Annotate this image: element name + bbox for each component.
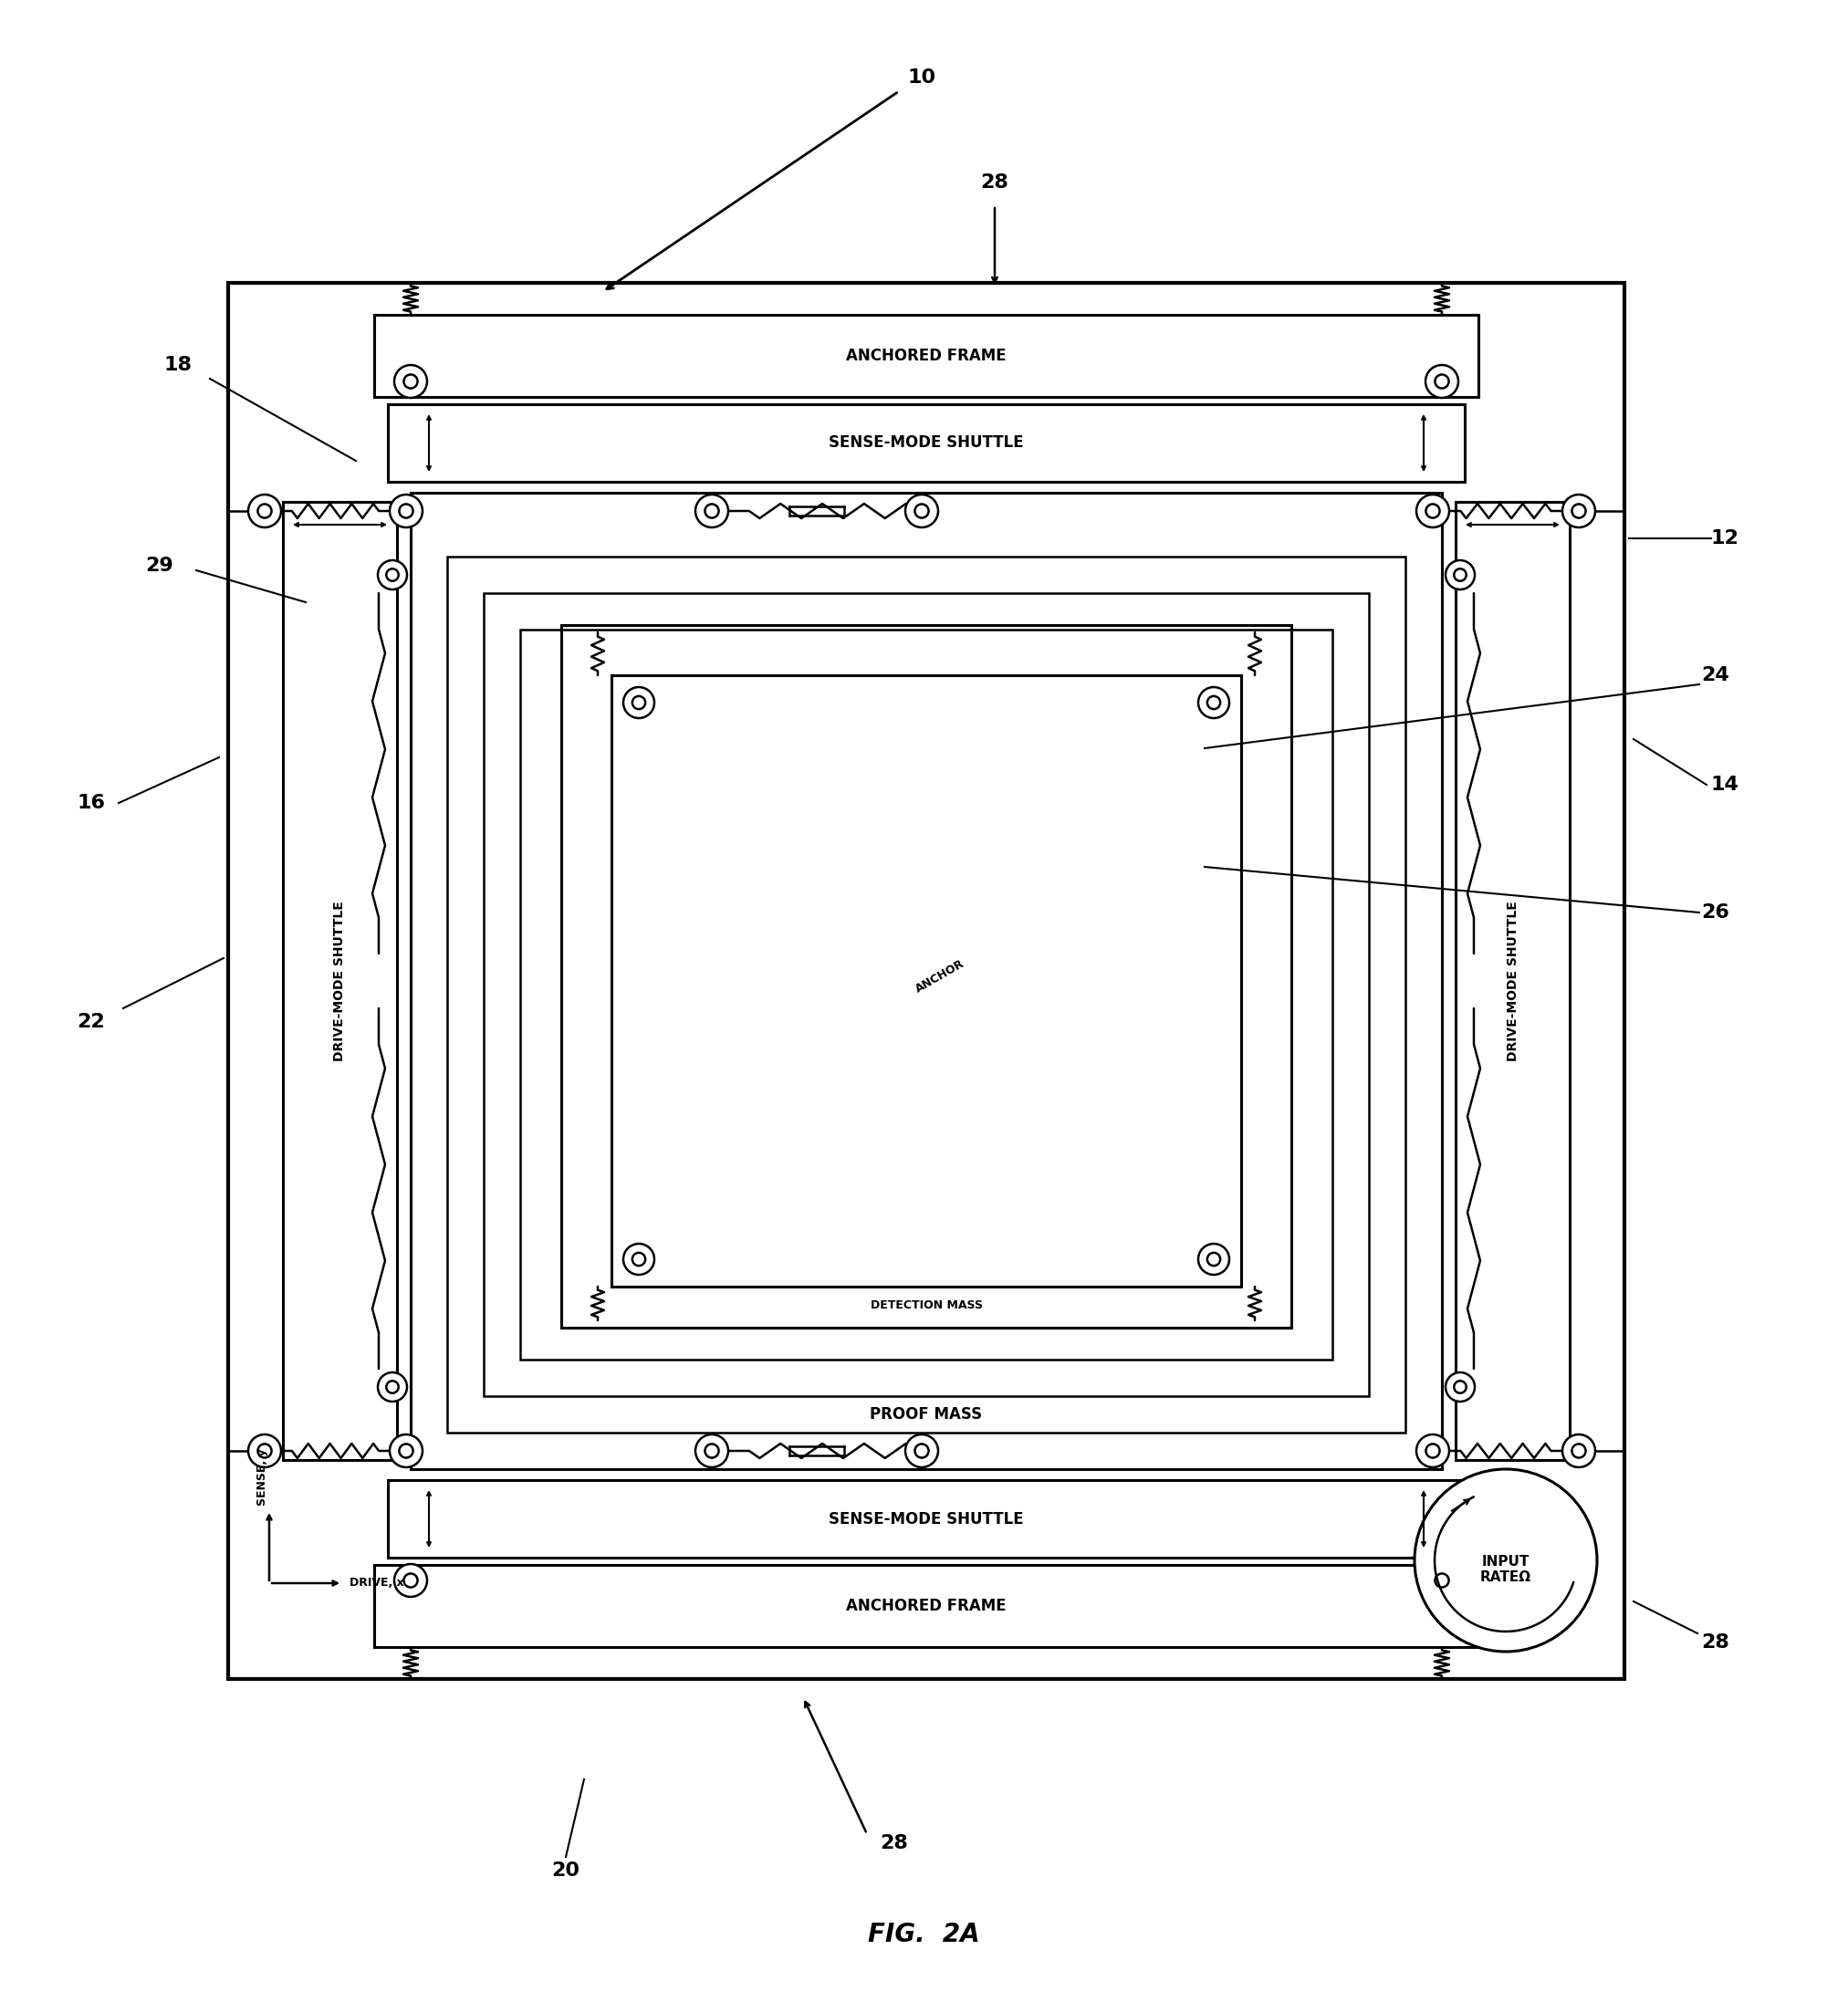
Circle shape xyxy=(623,687,654,719)
Circle shape xyxy=(1425,1564,1458,1598)
Text: DETECTION MASS: DETECTION MASS xyxy=(870,1299,983,1311)
Text: SENSE, y: SENSE, y xyxy=(257,1449,268,1506)
Bar xyxy=(612,675,1242,1287)
Circle shape xyxy=(1416,494,1449,527)
Circle shape xyxy=(695,494,728,527)
Circle shape xyxy=(1454,569,1465,581)
Circle shape xyxy=(1207,697,1220,709)
Text: ANCHORED FRAME: ANCHORED FRAME xyxy=(846,348,1007,364)
Circle shape xyxy=(377,1373,407,1401)
Circle shape xyxy=(1445,561,1475,589)
Text: 24: 24 xyxy=(1702,667,1730,685)
Circle shape xyxy=(1562,1433,1595,1467)
Bar xyxy=(283,503,397,1459)
Circle shape xyxy=(1562,494,1595,527)
Bar xyxy=(373,1566,1478,1648)
Text: 20: 20 xyxy=(553,1862,580,1880)
Circle shape xyxy=(257,1443,272,1457)
Bar xyxy=(227,282,1624,1680)
Circle shape xyxy=(915,505,928,519)
Circle shape xyxy=(394,364,427,398)
Text: DRIVE, x: DRIVE, x xyxy=(349,1578,405,1590)
Text: DRIVE-MODE SHUTTLE: DRIVE-MODE SHUTTLE xyxy=(333,901,346,1061)
Circle shape xyxy=(377,561,407,589)
Bar xyxy=(373,314,1478,396)
Bar xyxy=(388,404,1465,482)
Text: SENSE-MODE SHUTTLE: SENSE-MODE SHUTTLE xyxy=(828,434,1024,450)
Circle shape xyxy=(386,569,399,581)
Text: PROOF MASS: PROOF MASS xyxy=(870,1405,983,1423)
Circle shape xyxy=(390,1433,423,1467)
Text: 22: 22 xyxy=(78,1013,105,1031)
Circle shape xyxy=(632,697,645,709)
Circle shape xyxy=(403,374,418,388)
Text: FIG.  2A: FIG. 2A xyxy=(867,1922,979,1948)
Circle shape xyxy=(399,505,412,519)
Circle shape xyxy=(1416,1433,1449,1467)
Text: ANCHOR: ANCHOR xyxy=(913,957,967,995)
Circle shape xyxy=(1427,505,1440,519)
Circle shape xyxy=(248,1433,281,1467)
Text: SENSE-MODE SHUTTLE: SENSE-MODE SHUTTLE xyxy=(828,1512,1024,1528)
Bar xyxy=(484,593,1369,1395)
Text: 16: 16 xyxy=(78,795,105,813)
Circle shape xyxy=(704,505,719,519)
Circle shape xyxy=(632,1253,645,1265)
Circle shape xyxy=(906,1433,939,1467)
Text: DRIVE-MODE SHUTTLE: DRIVE-MODE SHUTTLE xyxy=(1506,901,1519,1061)
Text: 28: 28 xyxy=(1702,1634,1730,1652)
Circle shape xyxy=(623,1243,654,1275)
Text: 10: 10 xyxy=(907,68,935,86)
Text: 26: 26 xyxy=(1702,903,1730,921)
Circle shape xyxy=(1427,1443,1440,1457)
Text: 28: 28 xyxy=(880,1834,909,1852)
Circle shape xyxy=(1573,505,1586,519)
Circle shape xyxy=(386,1381,399,1393)
Text: 14: 14 xyxy=(1711,775,1739,795)
Circle shape xyxy=(403,1574,418,1588)
Bar xyxy=(519,629,1332,1359)
Text: INPUT
RATEΩ: INPUT RATEΩ xyxy=(1480,1556,1532,1584)
Circle shape xyxy=(248,494,281,527)
Circle shape xyxy=(704,1443,719,1457)
Text: 12: 12 xyxy=(1711,529,1739,547)
Text: ANCHORED FRAME: ANCHORED FRAME xyxy=(846,1598,1007,1614)
Circle shape xyxy=(257,505,272,519)
Circle shape xyxy=(1436,1574,1449,1588)
Circle shape xyxy=(906,494,939,527)
Circle shape xyxy=(1198,687,1229,719)
Text: 28: 28 xyxy=(981,174,1009,192)
Circle shape xyxy=(399,1443,412,1457)
Circle shape xyxy=(1436,374,1449,388)
Bar xyxy=(410,492,1441,1469)
Bar xyxy=(388,1479,1465,1558)
Text: 18: 18 xyxy=(164,356,192,374)
Bar xyxy=(447,557,1404,1433)
Circle shape xyxy=(1207,1253,1220,1265)
Text: 29: 29 xyxy=(146,557,174,575)
Bar xyxy=(562,625,1292,1327)
Circle shape xyxy=(1425,364,1458,398)
Circle shape xyxy=(695,1433,728,1467)
Circle shape xyxy=(915,1443,928,1457)
Circle shape xyxy=(394,1564,427,1598)
Circle shape xyxy=(1573,1443,1586,1457)
Circle shape xyxy=(390,494,423,527)
Circle shape xyxy=(1198,1243,1229,1275)
Bar xyxy=(1456,503,1569,1459)
Circle shape xyxy=(1454,1381,1465,1393)
Circle shape xyxy=(1414,1469,1597,1652)
Circle shape xyxy=(1445,1373,1475,1401)
